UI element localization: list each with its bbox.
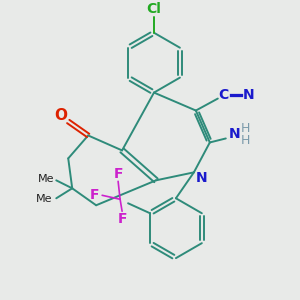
- Text: F: F: [117, 212, 127, 226]
- Text: Cl: Cl: [147, 2, 161, 16]
- Text: N: N: [229, 128, 241, 142]
- Text: H: H: [241, 134, 250, 147]
- Text: Me: Me: [36, 194, 52, 204]
- Text: Me: Me: [38, 174, 55, 184]
- Text: H: H: [241, 122, 250, 135]
- Text: N: N: [196, 171, 208, 185]
- Text: O: O: [54, 108, 67, 123]
- Text: F: F: [89, 188, 99, 202]
- Text: C: C: [219, 88, 229, 102]
- Text: F: F: [113, 167, 123, 182]
- Text: N: N: [243, 88, 254, 102]
